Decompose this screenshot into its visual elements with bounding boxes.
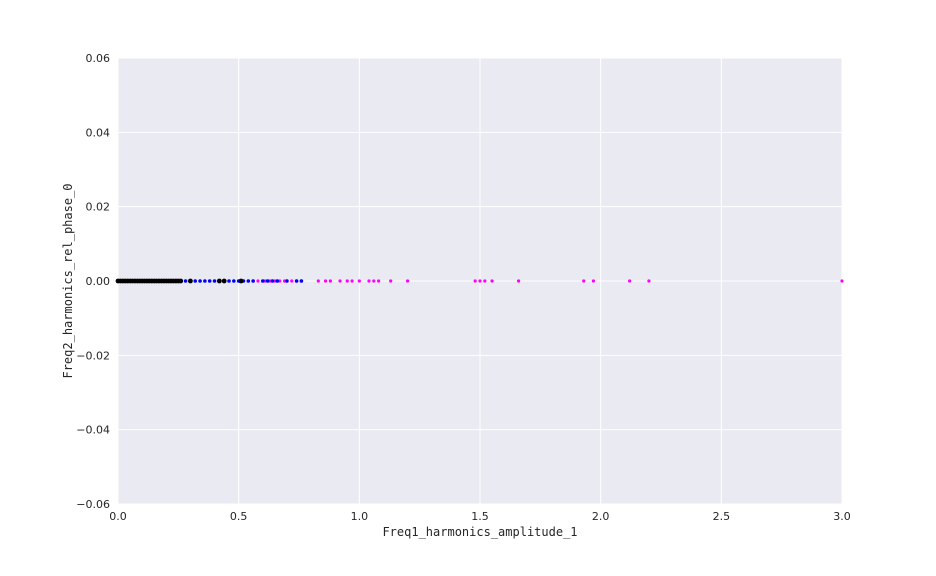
data-point xyxy=(198,279,202,283)
data-point xyxy=(367,279,370,282)
data-point xyxy=(285,279,289,283)
data-point xyxy=(256,279,259,282)
data-point xyxy=(275,279,279,283)
y-tick-label: 0.04 xyxy=(86,126,111,139)
data-point xyxy=(329,279,332,282)
y-tick-label: −0.06 xyxy=(76,498,110,511)
data-point xyxy=(232,279,236,283)
data-point xyxy=(217,279,222,284)
data-point xyxy=(178,279,183,284)
x-axis-label: Freq1_harmonics_amplitude_1 xyxy=(382,525,577,539)
data-point xyxy=(840,279,843,282)
data-point xyxy=(247,279,251,283)
x-tick-label: 0.5 xyxy=(230,510,248,523)
data-point xyxy=(647,279,650,282)
data-point xyxy=(338,279,341,282)
data-point xyxy=(251,279,255,283)
data-point xyxy=(317,279,320,282)
data-point xyxy=(406,279,409,282)
data-point xyxy=(346,279,349,282)
x-tick-label: 0.0 xyxy=(109,510,127,523)
x-tick-label: 1.0 xyxy=(351,510,369,523)
data-point xyxy=(490,279,493,282)
data-point xyxy=(227,279,231,283)
data-point xyxy=(582,279,585,282)
data-point xyxy=(188,279,193,284)
x-tick-label: 3.0 xyxy=(833,510,851,523)
data-point xyxy=(266,279,270,283)
data-point xyxy=(193,279,197,283)
data-point xyxy=(517,279,520,282)
data-point xyxy=(324,279,327,282)
data-point xyxy=(377,279,380,282)
x-tick-label: 2.0 xyxy=(592,510,610,523)
y-tick-labels: 0.06 0.04 0.02 0.00 −0.02 −0.04 −0.06 xyxy=(76,52,110,511)
x-tick-label: 2.5 xyxy=(713,510,731,523)
data-point xyxy=(592,279,595,282)
x-tick-labels: 0.0 0.5 1.0 1.5 2.0 2.5 3.0 xyxy=(109,510,851,523)
y-tick-label: 0.00 xyxy=(86,275,111,288)
data-point xyxy=(184,279,188,283)
data-point xyxy=(222,279,227,284)
data-point xyxy=(358,279,361,282)
data-point xyxy=(372,279,375,282)
data-point xyxy=(208,279,212,283)
data-point xyxy=(474,279,477,282)
data-point xyxy=(350,279,353,282)
data-point xyxy=(239,279,244,284)
y-tick-label: 0.02 xyxy=(86,201,111,214)
x-tick-label: 1.5 xyxy=(471,510,489,523)
data-point xyxy=(290,279,293,282)
data-point xyxy=(628,279,631,282)
y-tick-label: 0.06 xyxy=(86,52,111,65)
data-point xyxy=(389,279,392,282)
data-point xyxy=(271,279,275,283)
data-point xyxy=(203,279,207,283)
data-point xyxy=(213,279,217,283)
data-point xyxy=(261,279,265,283)
data-point xyxy=(300,279,304,283)
y-tick-label: −0.02 xyxy=(76,349,110,362)
data-point xyxy=(295,279,299,283)
y-tick-label: −0.04 xyxy=(76,424,110,437)
data-point xyxy=(483,279,486,282)
data-point xyxy=(478,279,481,282)
y-axis-label: Freq2_harmonics_rel_phase_0 xyxy=(61,183,75,378)
